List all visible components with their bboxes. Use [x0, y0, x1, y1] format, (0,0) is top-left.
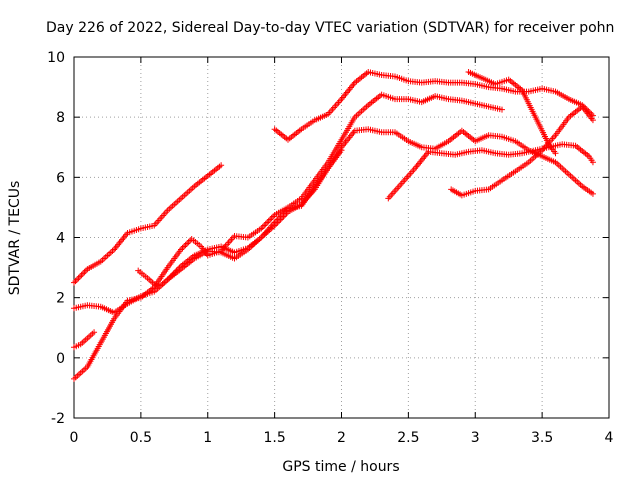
data-point [91, 329, 98, 336]
data-point [338, 147, 345, 154]
data-point [265, 217, 272, 224]
x-tick-label: 2 [337, 430, 346, 446]
data-point [182, 242, 189, 249]
series-8 [448, 103, 596, 199]
series-3 [71, 329, 98, 351]
x-tick-label: 1.5 [263, 430, 285, 446]
data-point [274, 216, 281, 223]
data-points [71, 69, 596, 382]
data-point [73, 276, 80, 283]
axis-ticks [73, 56, 610, 419]
series-7 [385, 141, 596, 202]
y-tick-label: -2 [51, 411, 65, 427]
y-tick-label: 4 [56, 231, 65, 247]
series-6 [271, 69, 596, 143]
y-tick-label: 8 [56, 110, 65, 126]
data-point [589, 159, 596, 166]
data-point [262, 220, 269, 227]
x-tick-label: 4 [605, 430, 614, 446]
y-tick-label: 2 [56, 291, 65, 307]
grid [74, 57, 609, 418]
data-point [184, 240, 191, 247]
data-point [267, 216, 274, 223]
data-point [78, 272, 85, 279]
x-axis-label: GPS time / hours [282, 459, 399, 475]
y-tick-label: 0 [56, 351, 65, 367]
x-tick-label: 3.5 [531, 430, 553, 446]
data-point [273, 217, 280, 224]
series-1 [71, 162, 225, 286]
data-point [589, 190, 596, 197]
data-point [268, 214, 275, 221]
data-point [79, 270, 86, 277]
data-point [259, 223, 266, 230]
data-point [75, 275, 82, 282]
y-tick-label: 10 [47, 50, 65, 66]
series-9 [465, 69, 559, 157]
data-point [218, 162, 225, 169]
x-tick-label: 3 [471, 430, 480, 446]
x-tick-label: 2.5 [397, 430, 419, 446]
data-point [81, 269, 88, 276]
data-point [179, 245, 186, 252]
x-tick-labels: 0 0.5 1 1.5 2 2.5 3 3.5 4 [70, 430, 614, 446]
chart-title: Day 226 of 2022, Sidereal Day-to-day VTE… [46, 20, 614, 36]
data-point [72, 278, 79, 285]
y-axis-label: SDTVAR / TECUs [7, 181, 23, 296]
data-point [499, 106, 505, 113]
data-point [76, 273, 83, 280]
data-point [589, 117, 596, 124]
data-point [185, 239, 192, 246]
x-tick-label: 1 [203, 430, 212, 446]
y-tick-label: 6 [56, 170, 65, 186]
data-point [261, 222, 268, 229]
series-5 [135, 147, 345, 289]
data-point [264, 219, 271, 226]
x-tick-label: 0 [70, 430, 79, 446]
y-tick-labels: -2 0 2 4 6 8 10 [47, 50, 65, 427]
series-4 [71, 91, 505, 382]
data-point [181, 243, 188, 250]
data-point [552, 150, 559, 157]
data-point [71, 279, 77, 286]
x-tick-label: 0.5 [130, 430, 152, 446]
